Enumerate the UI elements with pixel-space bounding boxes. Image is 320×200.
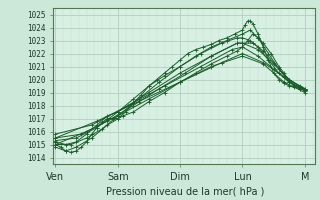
Text: Pression niveau de la mer( hPa ): Pression niveau de la mer( hPa ) (107, 186, 265, 196)
